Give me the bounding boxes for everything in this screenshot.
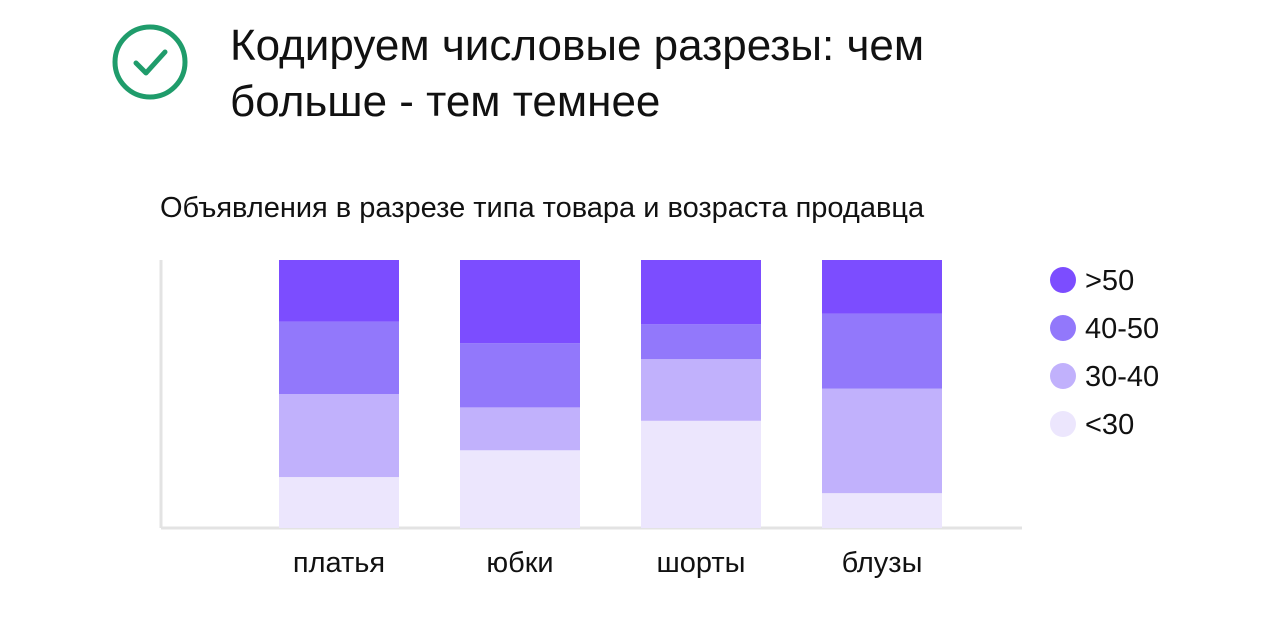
page-title-line-2: больше - тем темнее bbox=[230, 77, 661, 126]
legend-swatch bbox=[1050, 315, 1076, 341]
x-tick-label: шорты bbox=[656, 547, 745, 579]
bar-segment-юбки-lt30 bbox=[460, 450, 580, 528]
x-tick-label: блузы bbox=[842, 547, 923, 579]
legend-label: 40-50 bbox=[1085, 313, 1159, 345]
bar-segment-платья-lt30 bbox=[279, 477, 399, 528]
bar-segment-юбки-40-50 bbox=[460, 343, 580, 408]
page-title: Кодируем числовые разрезы: чем больше - … bbox=[230, 18, 1130, 130]
bar-segment-юбки-gt50 bbox=[460, 260, 580, 344]
page-title-line-1: Кодируем числовые разрезы: чем bbox=[230, 21, 925, 70]
legend-label: 30-40 bbox=[1085, 361, 1159, 393]
bar-segment-блузы-lt30 bbox=[822, 493, 942, 528]
bar-segment-блузы-40-50 bbox=[822, 313, 942, 389]
bar-segment-юбки-30-40 bbox=[460, 407, 580, 451]
chart-title: Объявления в разрезе типа товара и возра… bbox=[160, 192, 925, 224]
bar-segment-шорты-lt30 bbox=[641, 420, 761, 528]
legend-swatch bbox=[1050, 267, 1076, 293]
bar-segment-блузы-gt50 bbox=[822, 260, 942, 314]
bar-segment-шорты-30-40 bbox=[641, 359, 761, 421]
bar-segment-шорты-40-50 bbox=[641, 324, 761, 360]
x-tick-label: юбки bbox=[486, 547, 553, 579]
bar-segment-блузы-30-40 bbox=[822, 388, 942, 494]
legend-label: <30 bbox=[1085, 409, 1134, 441]
check-circle-icon bbox=[112, 24, 188, 100]
legend-label: >50 bbox=[1085, 265, 1134, 297]
legend-swatch bbox=[1050, 363, 1076, 389]
x-tick-label: платья bbox=[293, 547, 385, 579]
bar-segment-платья-gt50 bbox=[279, 260, 399, 322]
legend-swatch bbox=[1050, 411, 1076, 437]
bar-segment-платья-40-50 bbox=[279, 321, 399, 394]
bar-segment-платья-30-40 bbox=[279, 394, 399, 478]
bar-segment-шорты-gt50 bbox=[641, 260, 761, 325]
